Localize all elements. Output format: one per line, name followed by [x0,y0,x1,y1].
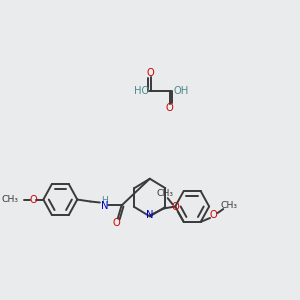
Text: O: O [210,210,218,220]
Text: O: O [171,202,179,212]
Text: H: H [101,196,108,205]
Text: O: O [147,68,154,78]
Text: O: O [29,194,37,205]
Text: CH₃: CH₃ [156,189,173,198]
Text: N: N [101,202,108,212]
Text: CH₃: CH₃ [220,201,237,210]
Text: HO: HO [134,85,149,96]
Text: CH₃: CH₃ [2,195,19,204]
Text: O: O [113,218,121,228]
Text: OH: OH [173,85,189,96]
Text: O: O [166,103,173,113]
Text: N: N [146,210,154,220]
